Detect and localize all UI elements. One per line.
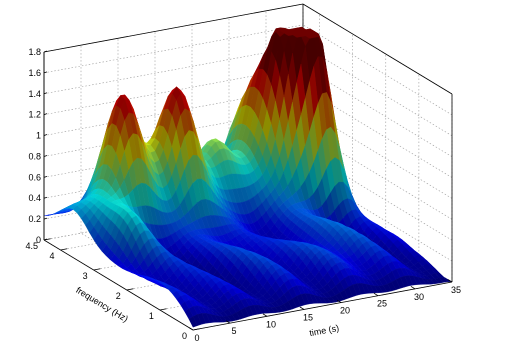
y-tick-mark [192,328,200,331]
surface [43,26,453,328]
x-tick-label: 25 [377,299,387,309]
grid-line [302,24,453,116]
y-tick-label: 0 [182,331,187,341]
z-tick-label: 1.4 [28,89,41,99]
surface-facet [188,316,198,328]
x-tick-label: 0 [194,333,199,343]
grid-line [302,129,453,220]
y-tick-mark [126,288,134,291]
z-tick-label: 0 [36,235,41,245]
z-tick-mark [43,92,48,95]
grid-line [302,108,453,199]
x-tick-label: 15 [303,312,313,322]
z-tick-mark [43,134,48,136]
z-tick-label: 0.8 [28,151,41,161]
z-tick-label: 0.6 [28,172,41,182]
grid-line [302,170,453,262]
x-tick-mark [262,313,268,317]
x-tick-mark [447,279,453,283]
axis-layer: 05101520253035012344.500.20.40.60.811.21… [25,47,461,343]
y-tick-mark [60,248,68,251]
y-tick-label: 2 [116,291,121,301]
z-tick-mark [43,175,48,178]
y-axis-label: frequency (Hz) [74,285,130,324]
z-tick-mark [43,217,48,220]
z-tick-mark [43,113,48,116]
y-tick-label: 4 [50,251,55,261]
x-tick-label: 5 [231,326,236,336]
x-tick-mark [225,320,231,324]
z-tick-mark [43,50,48,53]
x-tick-label: 30 [414,292,424,302]
y-axis-line [43,239,194,331]
z-tick-mark [43,155,48,157]
x-tick-mark [336,299,342,303]
z-tick-mark [43,196,48,199]
z-tick-label: 1.6 [28,68,41,78]
x-tick-label: 35 [451,285,461,295]
grid-line [302,45,453,137]
z-tick-mark [43,71,48,74]
grid-line [302,149,453,241]
x-tick-mark [373,292,379,297]
x-axis-line [192,281,453,331]
z-tick-label: 0.4 [28,193,41,203]
x-axis-label: time (s) [309,323,340,338]
x-tick-label: 10 [266,319,276,329]
z-tick-label: 1.2 [28,110,41,120]
y-tick-label: 4.5 [25,241,38,251]
y-tick-label: 1 [149,311,154,321]
x-tick-label: 20 [340,306,350,316]
x-tick-mark [299,306,305,310]
y-tick-label: 3 [83,271,88,281]
box-edge [43,3,304,53]
z-tick-label: 1.8 [28,47,41,57]
grid-line [302,87,453,178]
x-tick-mark [410,286,416,290]
z-tick-mark [43,238,48,241]
grid-line [302,66,453,157]
box-edge [302,3,453,95]
z-tick-label: 0.2 [28,214,41,224]
z-tick-label: 1 [36,131,41,141]
y-tick-mark [93,268,101,271]
y-tick-mark [159,308,167,311]
